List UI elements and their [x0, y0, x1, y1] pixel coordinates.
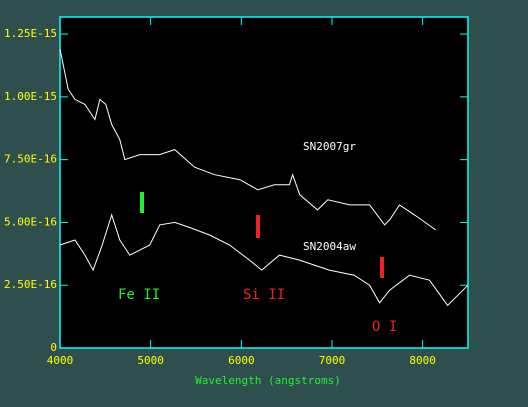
y-tick-label: 1.25E-15: [4, 27, 57, 40]
x-axis-label: Wavelength (angstroms): [195, 374, 341, 387]
y-tick-label: 7.50E-16: [4, 153, 57, 166]
y-tick-label: 0: [50, 341, 57, 354]
annotation: O I: [372, 319, 397, 335]
spectrum-line: [59, 213, 469, 307]
x-tick-label: 6000: [228, 354, 255, 367]
marks: [59, 49, 469, 307]
x-tick-label: 5000: [137, 354, 164, 367]
series-label: SN2007gr: [303, 140, 356, 153]
series-label: SN2004aw: [303, 240, 356, 253]
annotation: Si II: [243, 287, 285, 303]
plot-area: [59, 16, 469, 349]
y-tick-label: 2.50E-16: [4, 278, 57, 291]
y-tick-label: 5.00E-16: [4, 215, 57, 228]
annotation: Fe II: [118, 287, 160, 303]
x-tick-label: 4000: [47, 354, 74, 367]
x-tick-label: 7000: [319, 354, 346, 367]
x-tick-label: 8000: [409, 354, 436, 367]
spectrum-line: [59, 49, 437, 231]
y-tick-label: 1.00E-15: [4, 90, 57, 103]
